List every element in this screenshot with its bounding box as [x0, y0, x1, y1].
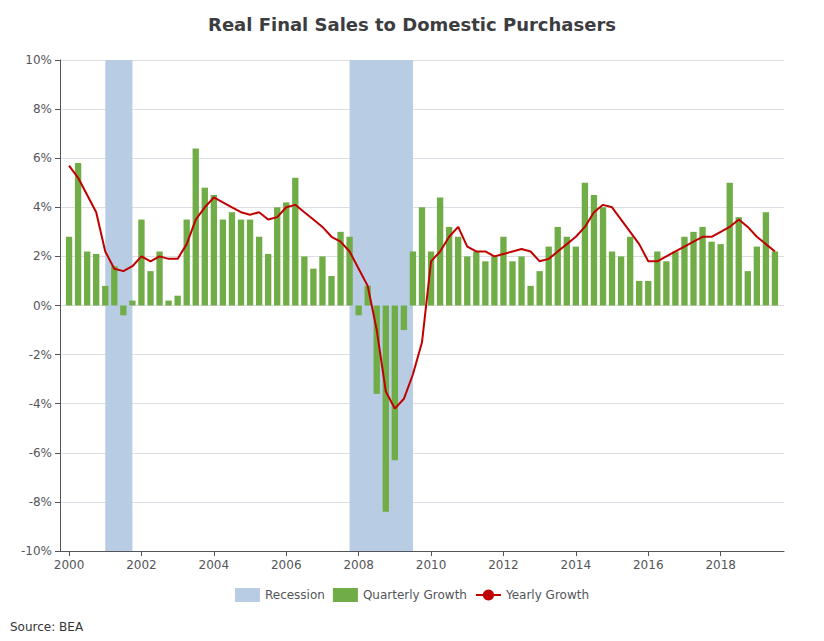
svg-text:10%: 10%	[25, 53, 52, 67]
svg-text:-8%: -8%	[29, 495, 52, 509]
svg-text:4%: 4%	[33, 200, 52, 214]
svg-text:6%: 6%	[33, 151, 52, 165]
svg-text:-2%: -2%	[29, 348, 52, 362]
svg-text:Quarterly Growth: Quarterly Growth	[363, 588, 467, 602]
svg-text:2018: 2018	[705, 558, 736, 572]
svg-text:2012: 2012	[488, 558, 519, 572]
svg-text:2004: 2004	[199, 558, 230, 572]
svg-text:Source: BEA: Source: BEA	[10, 620, 84, 634]
svg-text:8%: 8%	[33, 102, 52, 116]
svg-text:2016: 2016	[633, 558, 664, 572]
svg-text:-10%: -10%	[21, 544, 52, 558]
svg-text:2010: 2010	[416, 558, 447, 572]
svg-text:2%: 2%	[33, 249, 52, 263]
svg-text:2000: 2000	[54, 558, 85, 572]
svg-text:Recession: Recession	[265, 588, 325, 602]
svg-text:2014: 2014	[561, 558, 592, 572]
svg-text:2006: 2006	[271, 558, 302, 572]
svg-text:2002: 2002	[126, 558, 157, 572]
svg-text:0%: 0%	[33, 299, 52, 313]
svg-text:-4%: -4%	[29, 397, 52, 411]
svg-text:-6%: -6%	[29, 446, 52, 460]
svg-text:Yearly Growth: Yearly Growth	[505, 588, 589, 602]
svg-text:2008: 2008	[343, 558, 374, 572]
svg-text:Real Final Sales to Domestic P: Real Final Sales to Domestic Purchasers	[208, 14, 616, 35]
